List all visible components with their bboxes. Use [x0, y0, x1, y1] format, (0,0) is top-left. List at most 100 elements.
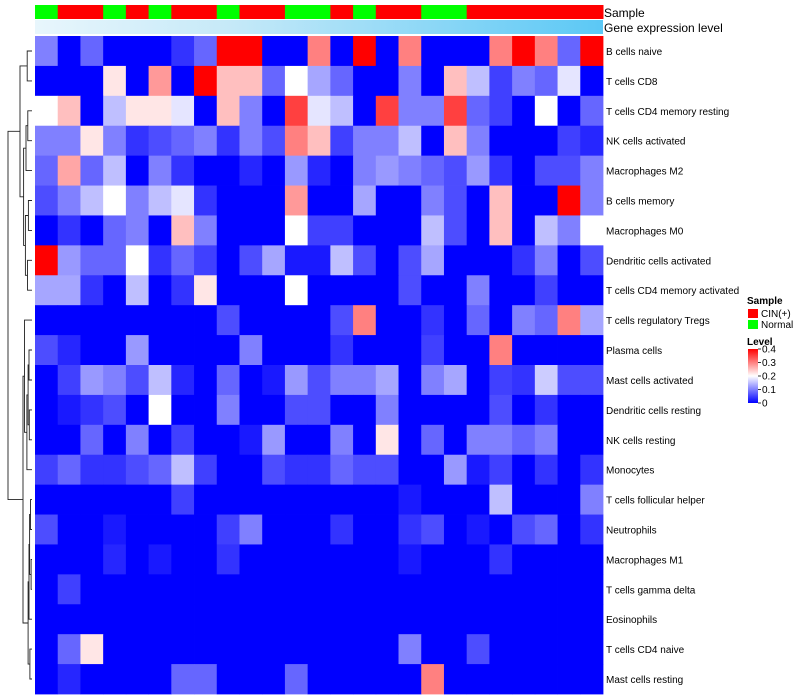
heatmap-cell [375, 36, 399, 67]
sample-cell [375, 5, 400, 19]
heatmap-cell [557, 664, 581, 695]
dendrogram-branch [25, 125, 32, 172]
heatmap-cell [580, 305, 604, 336]
heatmap-cell [421, 245, 445, 276]
heatmap-cell [330, 484, 354, 515]
heatmap-cell [421, 185, 445, 216]
heatmap-cell [57, 275, 81, 306]
heatmap-cell [557, 155, 581, 186]
heatmap-cell [80, 634, 104, 665]
heatmap-cell [35, 454, 59, 486]
heatmap-cell [57, 36, 81, 67]
heatmap-cell [57, 215, 81, 246]
sample-cell [421, 5, 445, 19]
heatmap-cell [580, 155, 604, 186]
heatmap-cell [57, 454, 81, 486]
heatmap-cell [239, 185, 263, 216]
heatmap-cell [512, 394, 536, 426]
heatmap-cell [284, 305, 309, 336]
heatmap-cell [125, 185, 149, 216]
heatmap-cell [330, 335, 354, 366]
heatmap-cell [307, 634, 331, 665]
heatmap-cell [557, 125, 581, 157]
heatmap-cell [353, 544, 377, 575]
heatmap-cell [262, 335, 286, 366]
sample-cell [262, 5, 286, 19]
heatmap-cell [489, 125, 513, 157]
heatmap-cell [443, 365, 468, 396]
level-legend: Level 0.4 0.3 0.2 0.1 0 [747, 337, 776, 410]
heatmap-cell [330, 424, 354, 456]
row-label: Plasma cells [606, 346, 662, 357]
heatmap-cell [216, 604, 240, 635]
heatmap-cell [512, 335, 536, 366]
heatmap-cell [580, 215, 604, 246]
heatmap-cell [239, 36, 263, 67]
heatmap-cell [262, 634, 286, 665]
heatmap-cell [466, 95, 490, 127]
heatmap-cell [398, 394, 422, 426]
row-label: T cells CD8 [606, 77, 658, 88]
heatmap-cell [557, 484, 581, 515]
heatmap-cell [262, 424, 286, 456]
heatmap-cell [330, 155, 354, 186]
heatmap-cell [148, 424, 172, 456]
sample-cell [35, 5, 59, 19]
heatmap-cell [35, 335, 59, 366]
heatmap-cell [443, 335, 468, 366]
heatmap-cell [557, 95, 581, 127]
heatmap-cell [194, 484, 218, 515]
heatmap-cell [353, 65, 377, 97]
legend-label-normal: Normal [761, 320, 793, 331]
heatmap-cell [375, 155, 399, 186]
sample-cell [103, 5, 127, 19]
heatmap-cell [284, 574, 309, 605]
row-label: T cells follicular helper [606, 496, 705, 507]
heatmap-cell [148, 335, 172, 366]
heatmap-cell [489, 664, 513, 695]
heatmap-cell [353, 36, 377, 67]
heatmap-cell [148, 574, 172, 605]
heatmap-cell [103, 394, 127, 426]
heatmap-cell [489, 305, 513, 336]
heatmap-cell [443, 95, 468, 127]
heatmap-cell [125, 454, 149, 486]
heatmap-cell [125, 275, 149, 306]
heatmap-cell [466, 424, 490, 456]
row-labels: B cells naive T cells CD8 T cells CD4 memo… [606, 47, 739, 686]
heatmap-cell [534, 95, 558, 127]
heatmap-cell [466, 544, 490, 575]
heatmap-cell [489, 484, 513, 515]
heatmap-cell [443, 245, 468, 276]
heatmap-cell [216, 65, 240, 97]
heatmap-cells [35, 36, 604, 695]
heatmap-cell [35, 305, 59, 336]
heatmap-cell [239, 454, 263, 486]
heatmap-cell [148, 155, 172, 186]
heatmap-cell [194, 544, 218, 575]
dendrogram-branch [30, 558, 32, 590]
heatmap-cell [216, 335, 240, 366]
heatmap-cell [35, 245, 59, 276]
heatmap-cell [466, 125, 490, 157]
heatmap-cell [80, 484, 104, 515]
heatmap-cell [398, 604, 422, 635]
heatmap-cell [375, 454, 399, 486]
heatmap-cell [398, 245, 422, 276]
row-label: Mast cells activated [606, 376, 693, 387]
heatmap-cell [489, 544, 513, 575]
heatmap-cell [125, 544, 149, 575]
heatmap-cell [171, 574, 195, 605]
heatmap-cell [262, 574, 286, 605]
heatmap-cell [466, 185, 490, 216]
heatmap-cell [512, 155, 536, 186]
heatmap-cell [80, 544, 104, 575]
heatmap-cell [534, 125, 558, 157]
heatmap-cell [557, 544, 581, 575]
heatmap-cell [489, 634, 513, 665]
heatmap-cell [216, 454, 240, 486]
heatmap-cell [353, 125, 377, 157]
heatmap-cell [262, 95, 286, 127]
heatmap-cell [57, 664, 81, 695]
heatmap-cell [216, 245, 240, 276]
